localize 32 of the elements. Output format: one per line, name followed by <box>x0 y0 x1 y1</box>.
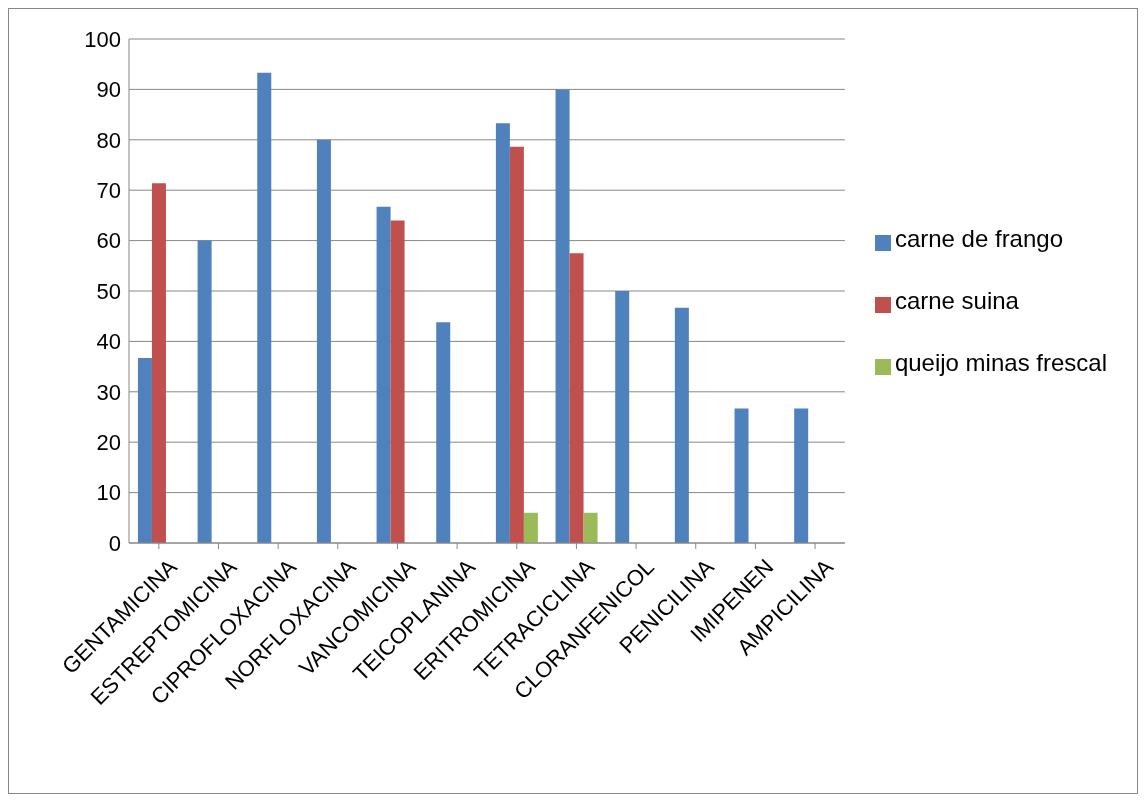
bar <box>734 408 749 543</box>
bar <box>509 146 524 543</box>
legend-label: carne suina <box>894 287 1019 314</box>
y-tick-label: 40 <box>96 329 121 355</box>
bar <box>555 89 570 543</box>
y-tick-label: 30 <box>96 379 121 405</box>
bar <box>523 512 538 543</box>
bar <box>674 307 689 543</box>
bar <box>569 253 584 543</box>
y-tick-label: 10 <box>96 480 121 506</box>
y-tick-label: 20 <box>96 430 121 456</box>
bar <box>257 72 272 543</box>
bar <box>495 123 510 543</box>
bar <box>316 139 331 543</box>
bar <box>376 206 391 543</box>
y-tick-label: 70 <box>96 178 121 204</box>
y-tick-label: 80 <box>96 127 121 153</box>
bar <box>390 220 405 543</box>
bar <box>794 408 809 543</box>
bar <box>197 240 212 543</box>
y-tick-label: 0 <box>108 530 121 556</box>
bar <box>583 512 598 543</box>
y-tick-label: 100 <box>84 26 121 52</box>
y-tick-label: 60 <box>96 228 121 254</box>
y-tick-label: 50 <box>96 278 121 304</box>
bar <box>615 291 630 543</box>
legend-label: carne de frango <box>894 225 1064 252</box>
bar <box>151 183 166 543</box>
y-tick-label: 90 <box>96 77 121 103</box>
bar <box>436 322 451 543</box>
legend-label: queijo minas frescal <box>894 349 1107 376</box>
bar <box>137 358 152 543</box>
